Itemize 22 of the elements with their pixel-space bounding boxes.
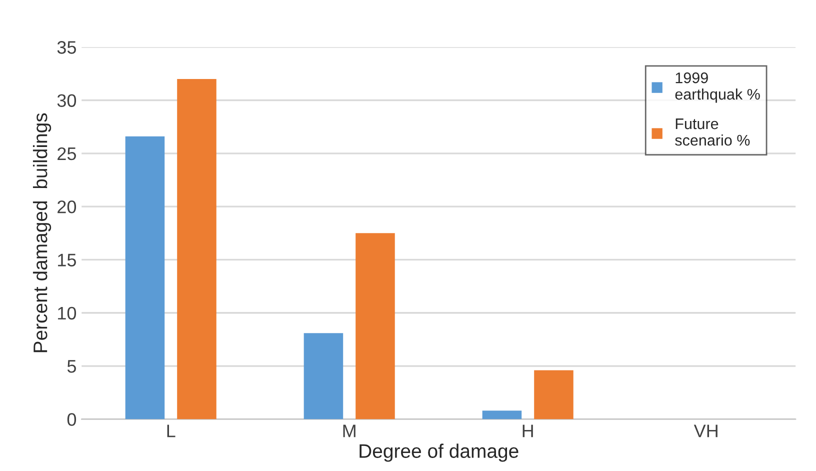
x-tick-label: H [522,424,533,438]
bar [304,333,344,420]
bar [482,410,522,420]
legend-label: 1999 earthquak % [675,72,760,103]
y-tick-label: 10 [58,306,76,320]
bar [125,136,165,420]
x-tick-label: M [343,424,356,438]
x-axis-title: Degree of damage [360,444,518,462]
x-tick-label: L [167,424,176,438]
bar [534,370,574,420]
y-tick-label: 0 [67,413,76,426]
x-tick-label: VH [694,424,718,438]
y-tick-label: 20 [58,200,76,214]
bar [356,233,395,420]
y-axis-title: Percent damaged buildings [32,113,52,352]
bar [177,78,216,420]
y-tick-label: 15 [58,254,76,266]
legend-label: Future scenario % [675,118,750,146]
y-tick-label: 25 [58,147,76,160]
y-tick-label: 5 [67,360,76,373]
y-tick-label: 35 [57,41,76,54]
y-tick-label: 30 [57,94,76,107]
